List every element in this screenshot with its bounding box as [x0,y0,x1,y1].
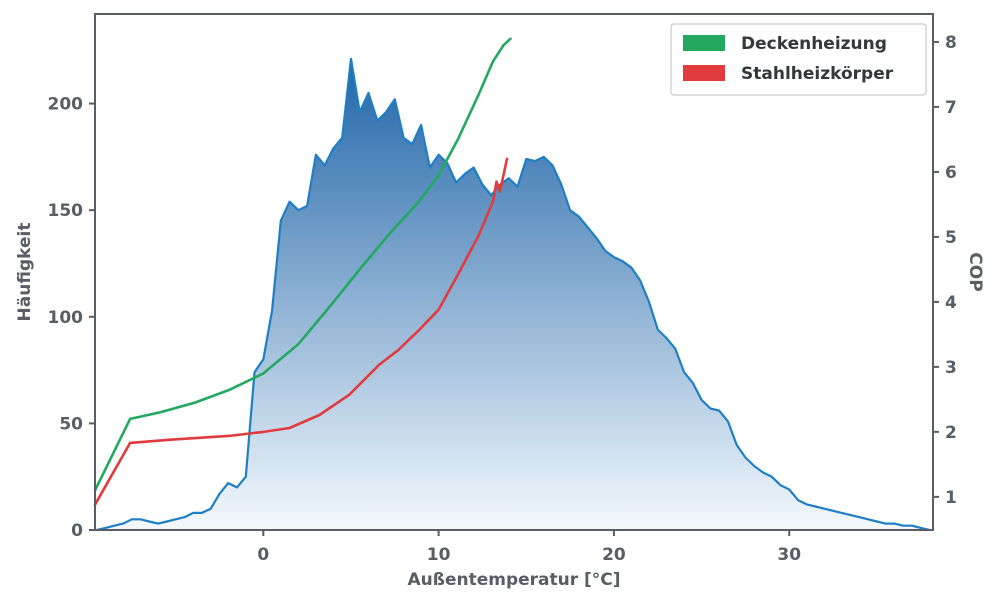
legend-label-deckenheizung: Deckenheizung [741,34,887,54]
y-left-tick-label: 150 [48,201,84,221]
legend-swatch-deckenheizung [683,35,725,51]
series-line-0 [93,37,512,492]
legend: Deckenheizung Stahlheizkörper [670,23,927,96]
series-line-1 [93,157,509,506]
plot-border [94,13,934,531]
y-right-tick-label: 2 [945,423,957,443]
y-left-tick-label: 100 [48,308,84,328]
x-tick-label: 20 [602,545,626,565]
x-axis-title: Außentemperatur [°C] [407,570,620,590]
x-tick-label: 30 [777,545,801,565]
y-right-tick-label: 1 [945,488,957,508]
y-right-tick-label: 7 [945,98,957,118]
y-left-tick-label: 50 [59,414,83,434]
y-right-tick-label: 5 [945,228,957,248]
legend-box [670,23,927,96]
legend-label-stahlheizkoerper: Stahlheizkörper [741,64,894,84]
frequency-line [96,57,930,532]
y-right-tick-label: 6 [945,163,957,183]
legend-swatch-stahlheizkoerper [683,65,725,81]
y-right-tick-label: 8 [945,33,957,53]
chart-plot-area: 0 10 20 30 0 50 100 150 200 1 2 3 4 5 6 7 8 [48,13,957,565]
y-left-tick-label: 0 [71,521,83,541]
y-right-tick-label: 3 [945,358,957,378]
y-axis-title-left: Häufigkeit [15,223,35,322]
x-tick-label: 0 [257,545,269,565]
frequency-area [96,58,930,531]
y-right-tick-label: 4 [945,293,957,313]
y-left-tick-label: 200 [48,95,84,115]
x-tick-label: 10 [427,545,451,565]
y-axis-title-right: COP [965,252,985,291]
